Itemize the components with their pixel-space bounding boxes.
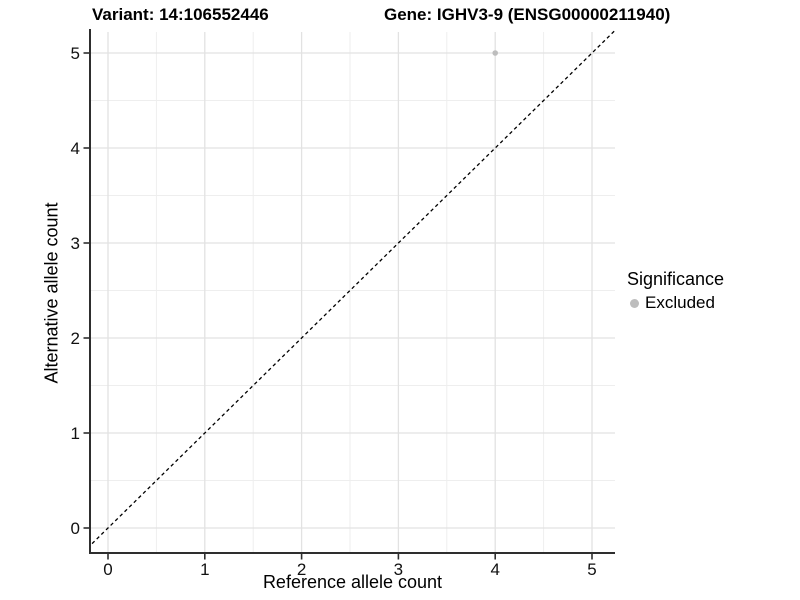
y-tick-label: 1 [71,424,80,443]
y-tick-label: 0 [71,519,80,538]
y-axis-label: Alternative allele count [41,202,62,384]
x-tick-label: 3 [394,560,403,579]
y-tick-label: 4 [71,139,80,158]
legend-entry-label: Excluded [645,293,715,312]
x-axis-label: Reference allele count [262,572,443,592]
identity-line [90,29,615,547]
y-tick-label: 5 [71,44,80,63]
x-tick-label: 5 [587,560,596,579]
x-tick-label: 1 [200,560,209,579]
x-tick-label: 4 [490,560,499,579]
legend-title: Significance [627,269,725,289]
legend-entry-excluded: Excluded [627,293,724,313]
data-point [492,50,499,56]
y-tick-label: 3 [71,234,80,253]
legend: Significance Excluded [627,269,724,313]
plot-title-gene: Gene: IGHV3-9 (ENSG00000211940) [384,5,671,24]
legend-key-dot-icon [630,298,639,308]
y-tick-label: 2 [71,329,80,348]
plot-title-variant: Variant: 14:106552446 [92,5,269,24]
x-tick-label: 0 [103,560,112,579]
x-tick-label: 2 [297,560,306,579]
